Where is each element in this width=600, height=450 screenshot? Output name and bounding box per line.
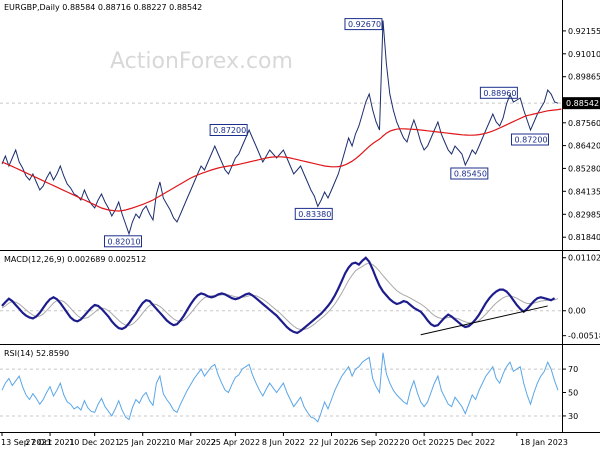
- macd-y-tick-label: -0.005182: [568, 332, 600, 341]
- annotation-label: 0.87200: [213, 126, 246, 135]
- price-y-tick-label: 0.85280: [568, 164, 600, 173]
- price-y-tick-label: 0.82985: [568, 210, 600, 219]
- x-tick-label: 25 Apr 2022: [211, 438, 260, 447]
- price-y-tick-label: 0.87560: [568, 119, 600, 128]
- x-tick-label: 5 Dec 2022: [449, 438, 495, 447]
- rsi-y-ticks: 70 50 30: [562, 365, 578, 421]
- x-tick-label: 13 Sep 2021: [1, 438, 52, 447]
- x-tick-label: 8 Jun 2022: [262, 438, 305, 447]
- annotation-label: 0.82010: [107, 237, 140, 246]
- macd-title: MACD(12,26,9) 0.002689 0.002512: [4, 255, 146, 264]
- price-y-tick-label: 0.92155: [568, 27, 600, 36]
- annotation-label: 0.85450: [454, 170, 487, 179]
- price-y-tick-label: 0.89865: [568, 73, 600, 82]
- x-tick-label: 22 Jul 2022: [309, 438, 354, 447]
- rsi-y-tick-label: 50: [568, 389, 578, 398]
- last-price-marker: 0.88542: [563, 97, 600, 110]
- price-y-tick-label: 0.86420: [568, 142, 600, 151]
- annotation-label: 0.88960: [483, 89, 516, 98]
- rsi-y-tick-label: 70: [568, 365, 578, 374]
- annotation-callout: 0.92670: [344, 18, 383, 31]
- x-tick-label: 6 Sep 2022: [353, 438, 399, 447]
- series-rsi-line: [1, 352, 559, 423]
- macd-y-ticks: 0.011023 0.00 -0.005182: [562, 254, 600, 341]
- price-title: EURGBP,Daily 0.88584 0.88716 0.88227 0.8…: [4, 3, 202, 12]
- x-tick-label: 18 Jan 2023: [520, 438, 568, 447]
- annotation-box: [344, 18, 383, 31]
- annotation-box: [103, 235, 142, 248]
- macd-panel: MACD(12,26,9) 0.002689 0.002512 0.011023…: [0, 254, 600, 341]
- annotation-box: [510, 133, 549, 146]
- macd-y-tick-label: 0.011023: [568, 254, 600, 263]
- x-tick-label: 27 Oct 2021: [25, 438, 74, 447]
- x-tick-label: 25 Jan 2022: [119, 438, 167, 447]
- annotation-callout: 0.82010: [103, 235, 142, 248]
- price-panel: EURGBP,Daily 0.88584 0.88716 0.88227 0.8…: [0, 0, 600, 250]
- annotation-box: [209, 124, 248, 136]
- series-price-line: [1, 20, 559, 236]
- price-y-tick-label: 0.81840: [568, 233, 600, 242]
- x-tick-label: 10 Dec 2021: [69, 438, 120, 447]
- price-y-tick-label: 0.84135: [568, 187, 600, 196]
- macd-trendline: [420, 305, 548, 336]
- annotation-callout: 0.88960: [479, 86, 518, 99]
- price-plot-area: [0, 0, 562, 250]
- last-price-box: [563, 97, 600, 110]
- annotation-label: 0.87200: [514, 136, 547, 145]
- annotation-callout: 0.83380: [294, 207, 333, 220]
- rsi-y-tick-label: 30: [568, 412, 578, 421]
- macd-y-tick-label: 0.00: [568, 307, 586, 316]
- annotation-callout: 0.85450: [450, 167, 489, 180]
- watermark: ActionForex.com: [110, 49, 293, 74]
- price-annotations: 0.92670 0.87200 0.82010 0.83380 0.85450 0.889…: [103, 18, 549, 248]
- series-macd-signal-line: [1, 262, 559, 330]
- annotation-callout: 0.87200: [510, 133, 549, 146]
- series-moving-average-line: [1, 108, 562, 212]
- rsi-panel: RSI(14) 52.8590 70 50 30: [0, 349, 578, 423]
- price-y-tick-label: 0.91010: [568, 50, 600, 59]
- annotation-box: [294, 207, 333, 220]
- x-tick-label: 10 Mar 2022: [165, 438, 216, 447]
- x-tick-label: 20 Oct 2022: [399, 438, 448, 447]
- annotation-box: [450, 167, 489, 180]
- annotation-label: 0.92670: [348, 20, 381, 29]
- series-macd-line: [1, 256, 556, 335]
- rsi-title: RSI(14) 52.8590: [4, 349, 69, 358]
- price-y-ticks: 0.92155 0.91010 0.89865 0.87560 0.86420 0.852…: [562, 27, 600, 242]
- annotation-label: 0.83380: [298, 210, 331, 219]
- rsi-level-lines: [0, 368, 562, 417]
- last-price-label: 0.88542: [566, 99, 599, 108]
- annotation-callout: 0.87200: [209, 124, 248, 136]
- annotation-box: [479, 86, 518, 99]
